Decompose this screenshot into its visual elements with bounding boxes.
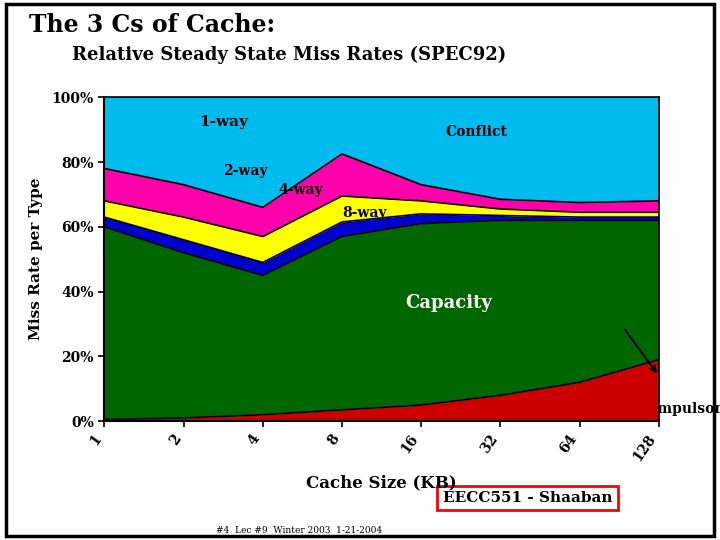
Text: 1-way: 1-way	[199, 116, 248, 130]
Y-axis label: Miss Rate per Type: Miss Rate per Type	[30, 178, 43, 340]
Text: EECC551 - Shaaban: EECC551 - Shaaban	[443, 491, 612, 505]
Text: 4-way: 4-way	[279, 184, 323, 198]
Text: Relative Steady State Miss Rates (SPEC92): Relative Steady State Miss Rates (SPEC92…	[72, 46, 506, 64]
X-axis label: Cache Size (KB): Cache Size (KB)	[306, 475, 457, 491]
Text: Conflict: Conflict	[445, 125, 507, 139]
Text: 8-way: 8-way	[342, 206, 387, 220]
Text: The 3 Cs of Cache:: The 3 Cs of Cache:	[29, 14, 275, 37]
Text: 2-way: 2-way	[223, 164, 268, 178]
Text: Capacity: Capacity	[405, 294, 492, 312]
Text: Compulsory: Compulsory	[637, 402, 720, 416]
FancyBboxPatch shape	[6, 4, 714, 536]
Text: #4  Lec #9  Winter 2003  1-21-2004: #4 Lec #9 Winter 2003 1-21-2004	[216, 526, 382, 535]
